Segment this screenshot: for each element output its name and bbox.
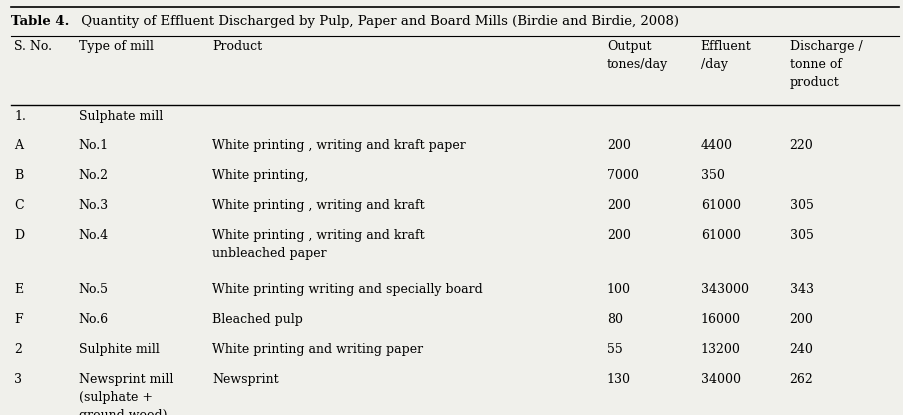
Text: D: D: [14, 229, 24, 242]
Text: Sulphate mill: Sulphate mill: [79, 110, 163, 122]
Text: B: B: [14, 169, 23, 182]
Text: E: E: [14, 283, 23, 296]
Text: S. No.: S. No.: [14, 40, 52, 53]
Text: 61000: 61000: [700, 199, 740, 212]
Text: No.3: No.3: [79, 199, 108, 212]
Text: 220: 220: [788, 139, 813, 152]
Text: 2: 2: [14, 343, 23, 356]
Text: White printing , writing and kraft
unbleached paper: White printing , writing and kraft unble…: [211, 229, 424, 260]
Text: Quantity of Effluent Discharged by Pulp, Paper and Board Mills (Birdie and Birdi: Quantity of Effluent Discharged by Pulp,…: [77, 15, 678, 27]
Text: 7000: 7000: [606, 169, 638, 182]
Text: 262: 262: [788, 373, 813, 386]
Text: 200: 200: [788, 313, 813, 326]
Text: 343: 343: [788, 283, 813, 296]
Text: 80: 80: [606, 313, 622, 326]
Text: No.6: No.6: [79, 313, 108, 326]
Text: Newsprint: Newsprint: [211, 373, 278, 386]
Text: White printing , writing and kraft paper: White printing , writing and kraft paper: [211, 139, 465, 152]
Text: 16000: 16000: [700, 313, 740, 326]
Text: White printing,: White printing,: [211, 169, 308, 182]
Text: Bleached pulp: Bleached pulp: [211, 313, 303, 326]
Text: 200: 200: [606, 199, 630, 212]
Text: 130: 130: [606, 373, 630, 386]
Text: No.5: No.5: [79, 283, 108, 296]
Text: A: A: [14, 139, 23, 152]
Text: 4400: 4400: [700, 139, 731, 152]
Text: No.1: No.1: [79, 139, 108, 152]
Text: Newsprint mill
(sulphate +
ground wood): Newsprint mill (sulphate + ground wood): [79, 373, 172, 415]
Text: 343000: 343000: [700, 283, 748, 296]
Text: 200: 200: [606, 139, 630, 152]
Text: 1.: 1.: [14, 110, 26, 122]
Text: Effluent
/day: Effluent /day: [700, 40, 750, 71]
Text: Product: Product: [211, 40, 262, 53]
Text: 240: 240: [788, 343, 813, 356]
Text: Type of mill: Type of mill: [79, 40, 154, 53]
Text: White printing writing and specially board: White printing writing and specially boa…: [211, 283, 482, 296]
Text: No.2: No.2: [79, 169, 108, 182]
Text: Output
tones/day: Output tones/day: [606, 40, 667, 71]
Text: White printing , writing and kraft: White printing , writing and kraft: [211, 199, 424, 212]
Text: 305: 305: [788, 199, 813, 212]
Text: 100: 100: [606, 283, 630, 296]
Text: No.4: No.4: [79, 229, 108, 242]
Text: Table 4.: Table 4.: [11, 15, 70, 27]
Text: F: F: [14, 313, 23, 326]
Text: 61000: 61000: [700, 229, 740, 242]
Text: 55: 55: [606, 343, 622, 356]
Text: Discharge /
tonne of
product: Discharge / tonne of product: [788, 40, 861, 89]
Text: White printing and writing paper: White printing and writing paper: [211, 343, 423, 356]
Text: 305: 305: [788, 229, 813, 242]
Text: 34000: 34000: [700, 373, 740, 386]
Text: 13200: 13200: [700, 343, 740, 356]
Text: Sulphite mill: Sulphite mill: [79, 343, 159, 356]
Text: C: C: [14, 199, 24, 212]
Text: 350: 350: [700, 169, 724, 182]
Text: 200: 200: [606, 229, 630, 242]
Text: 3: 3: [14, 373, 23, 386]
